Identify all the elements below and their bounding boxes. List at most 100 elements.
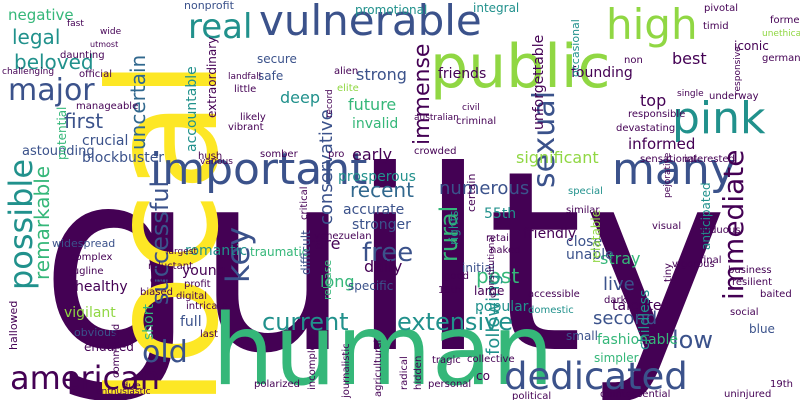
word-55th: 55th: [484, 206, 517, 222]
word-unethical: unethical: [762, 29, 800, 39]
word-agricultural: agricultural: [373, 339, 384, 397]
word-rights: rights: [447, 210, 461, 245]
word-romantic: romantic: [185, 243, 248, 259]
word-pivotal: pivotal: [704, 3, 738, 14]
word-record: record: [325, 89, 335, 118]
word-enthusiastic: enthusiastic: [96, 387, 151, 397]
word-personal: personal: [428, 379, 472, 390]
word-pro: pro: [328, 149, 345, 160]
word-promotional: promotional: [355, 3, 428, 17]
word-iconic: iconic: [734, 39, 769, 53]
word-widespread: widespread: [52, 237, 116, 250]
word-interested: interested: [684, 154, 735, 165]
word-18th: 18th: [438, 285, 461, 296]
word-landfall: landfall: [228, 72, 262, 82]
word-long: long: [320, 272, 355, 291]
word-various: various: [200, 157, 233, 167]
word-19th: 19th: [770, 379, 793, 390]
word-immense: immense: [410, 43, 435, 145]
word-single: single: [677, 89, 704, 99]
word-full: full: [180, 314, 202, 330]
word-crowded: crowded: [414, 146, 457, 157]
word-close: close: [566, 234, 603, 250]
word-young: young: [182, 263, 226, 279]
word-somber: somber: [260, 149, 298, 160]
word-early: early: [352, 145, 393, 164]
word-radical: radical: [399, 356, 410, 390]
word-founding: founding: [571, 65, 633, 81]
word-pejorative: pejorative: [663, 152, 673, 198]
word-last: last: [200, 329, 219, 340]
word-stray: stray: [600, 249, 641, 268]
word-unforgettable: unforgettable: [531, 34, 547, 130]
word-vulnerable: vulnerable: [259, 0, 482, 45]
word-political: political: [512, 391, 552, 400]
word-hidden: hidden: [413, 355, 424, 390]
word-underway: underway: [709, 91, 759, 102]
word-vigorous: vigorous: [672, 259, 715, 270]
word-potential: potential: [55, 106, 69, 160]
word-real: real: [188, 7, 253, 47]
word-profit: profit: [184, 279, 211, 290]
word-low: low: [672, 326, 713, 354]
word-intricate: intricate: [186, 301, 228, 312]
word-free: free: [362, 238, 414, 268]
word-similar: similar: [566, 205, 600, 216]
word-popular: popular: [475, 299, 529, 315]
word-small: small: [566, 329, 598, 343]
word-pink: pink: [672, 93, 766, 144]
word-public: public: [430, 32, 611, 102]
word-legal: legal: [12, 25, 61, 49]
word-endured: endured: [84, 340, 134, 354]
word-best: best: [672, 49, 707, 68]
word-special: special: [568, 186, 603, 197]
word-relatable: relatable: [589, 209, 603, 263]
word-wide: wide: [100, 27, 122, 37]
word-domestic: domestic: [528, 305, 574, 316]
word-crucial: crucial: [82, 133, 129, 149]
word-rare: rare: [308, 234, 341, 253]
word-blockbuster: blockbuster: [82, 150, 165, 166]
word-largest: largest: [166, 247, 198, 257]
word-strong: strong: [356, 65, 407, 84]
word-business: business: [728, 265, 772, 276]
word-future: future: [348, 95, 397, 114]
word-american: american: [10, 359, 160, 397]
word-tragic: tragic: [432, 355, 461, 366]
word-accessible: accessible: [528, 289, 580, 300]
word-quintessential: quintessential: [600, 389, 671, 400]
word-obvious: obvious: [74, 326, 117, 339]
word-deep: deep: [280, 88, 320, 107]
word-reluctant: reluctant: [148, 261, 193, 272]
word-traumatic: traumatic: [250, 245, 309, 259]
word-polarized: polarized: [254, 379, 301, 390]
word-baited: baited: [760, 289, 792, 300]
word-complex: complex: [70, 252, 113, 263]
word-hallowed: hallowed: [7, 300, 20, 350]
word-informed: informed: [628, 135, 696, 153]
word-unable: unable: [566, 247, 614, 263]
word-post: post: [476, 264, 520, 288]
word-biased: biased: [140, 287, 173, 298]
word-childless: childless: [637, 289, 653, 350]
word-healthy: healthy: [75, 279, 128, 295]
word-uninjured: uninjured: [724, 389, 772, 400]
word-former: former: [770, 15, 800, 26]
word-certain: certain: [465, 173, 478, 212]
word-good: good: [444, 271, 469, 282]
word-second: second: [593, 308, 658, 329]
word-daily: daily: [364, 257, 403, 276]
word-difficult: difficult: [299, 230, 313, 275]
word-stronger: stronger: [352, 217, 411, 233]
word-committed: committed: [111, 323, 122, 378]
word-german: german: [762, 53, 800, 64]
word-prosperous: prosperous: [338, 169, 416, 185]
word-dedicated: dedicated: [504, 355, 688, 398]
word-guilty: guilty: [40, 117, 728, 400]
word-astounding: astounding: [22, 144, 95, 159]
word-beloved: beloved: [14, 50, 94, 74]
word-social: social: [730, 307, 759, 318]
word-elite: elite: [337, 83, 359, 94]
word-nonprofit: nonprofit: [184, 0, 234, 12]
